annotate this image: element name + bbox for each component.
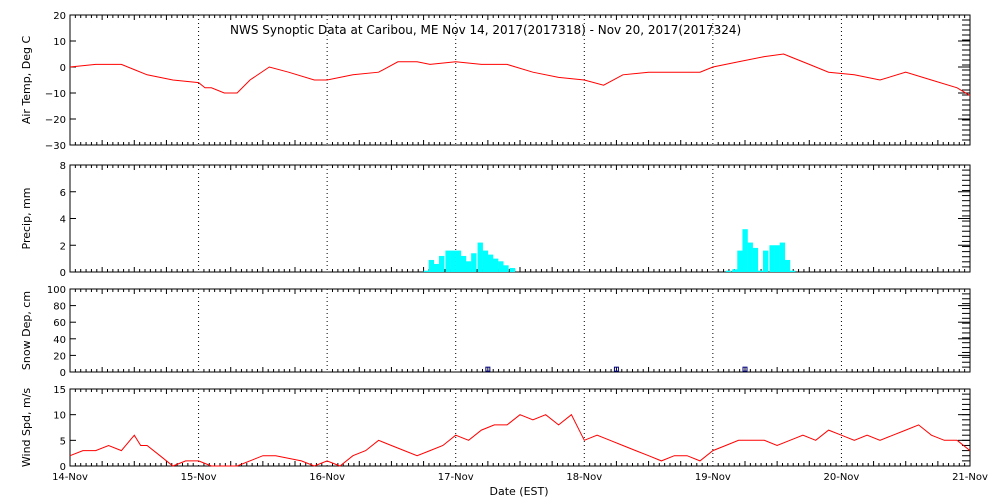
precip-y-tick-label: 2 [60, 241, 66, 252]
wind-speed-y-tick-label: 0 [60, 462, 66, 473]
x-tick-label: 15-Nov [181, 472, 217, 483]
precip-bar [763, 250, 769, 272]
snow-depth-y-tick-label: 80 [53, 302, 66, 313]
snow-depth-frame [69, 288, 971, 373]
chart-title: NWS Synoptic Data at Caribou, ME Nov 14,… [230, 23, 741, 37]
precip-bar [779, 242, 786, 272]
precip-bar [450, 250, 456, 272]
precip-bar [498, 261, 504, 272]
precip-bar [428, 259, 435, 272]
x-tick-label: 14-Nov [52, 472, 88, 483]
snow-depth-point [613, 366, 619, 372]
x-tick-label: 18-Nov [566, 472, 602, 483]
snow-depth-y-tick-label: 40 [53, 335, 66, 346]
wind-speed-panel: 15 10 5 0 Wind Spd, m/s [20, 385, 971, 473]
precip-bar [423, 270, 429, 272]
wind-speed-series-line [69, 413, 971, 467]
precip-bar [477, 242, 483, 272]
precip-bar [455, 250, 462, 272]
air-temp-y-tick-label: −30 [45, 141, 66, 152]
precip-bar [493, 258, 499, 272]
precip-bar [433, 263, 440, 272]
precip-panel: 8 6 4 2 0 Precip, mm [20, 161, 971, 279]
x-tick-label: 20-Nov [823, 472, 859, 483]
wind-speed-y-axis-label: Wind Spd, m/s [20, 388, 33, 468]
wind-speed-y-tick-label: 15 [53, 385, 66, 396]
precip-y-tick-label: 6 [60, 188, 66, 199]
snow-depth-point [742, 366, 748, 372]
wind-speed-frame [69, 388, 971, 467]
air-temp-y-tick-label: −20 [45, 115, 66, 126]
precip-bar [747, 242, 753, 272]
x-tick-label: 21-Nov [952, 472, 988, 483]
wind-speed-y-tick-label: 5 [60, 436, 66, 447]
snow-depth-point [485, 366, 491, 372]
air-temp-y-tick-label: 20 [53, 11, 66, 22]
precip-bar [503, 265, 509, 272]
precip-bar [742, 229, 748, 272]
precip-bar [460, 255, 467, 272]
precip-bar [784, 259, 791, 272]
precip-bar [757, 270, 764, 272]
snow-depth-y-tick-label: 100 [47, 285, 66, 296]
x-axis-label: Date (EST) [489, 485, 548, 498]
precip-y-tick-label: 4 [60, 215, 66, 226]
air-temp-panel: 20 10 0 −10 −20 −30 Air Temp, Deg C [20, 11, 971, 152]
precip-y-tick-label: 8 [60, 161, 66, 172]
air-temp-y-axis-label: Air Temp, Deg C [20, 36, 33, 125]
snow-depth-panel: 100 80 60 40 20 0 Snow Dep, cm [20, 285, 971, 379]
wind-speed-y-tick-label: 10 [53, 411, 66, 422]
snow-depth-y-axis-label: Snow Dep, cm [20, 291, 33, 370]
precip-bar [482, 250, 489, 272]
air-temp-y-tick-label: 0 [60, 63, 66, 74]
precip-bar [752, 247, 759, 272]
precip-y-tick-label: 0 [60, 268, 66, 279]
x-tick-label: 19-Nov [695, 472, 731, 483]
precip-bar [732, 269, 738, 272]
precip-bar [509, 267, 516, 272]
snow-depth-y-tick-label: 60 [53, 318, 66, 329]
precip-bar [466, 261, 472, 272]
snow-depth-y-tick-label: 20 [53, 351, 66, 362]
precip-y-axis-label: Precip, mm [20, 188, 33, 250]
air-temp-y-tick-label: −10 [45, 89, 66, 100]
precip-bar [439, 255, 445, 272]
precip-bar [487, 254, 494, 272]
precip-bar [445, 250, 451, 272]
precip-bar [774, 245, 780, 272]
air-temp-y-tick-label: 10 [53, 37, 66, 48]
air-temp-series-line [69, 53, 971, 97]
precip-bar [737, 250, 743, 272]
x-tick-label: 17-Nov [438, 472, 474, 483]
precip-bar [790, 270, 796, 272]
precip-frame [69, 164, 971, 273]
precip-bar [769, 245, 775, 272]
x-tick-label: 16-Nov [309, 472, 345, 483]
precip-bar [725, 270, 732, 272]
snow-depth-y-tick-label: 0 [60, 368, 66, 379]
precip-bar [471, 253, 477, 272]
